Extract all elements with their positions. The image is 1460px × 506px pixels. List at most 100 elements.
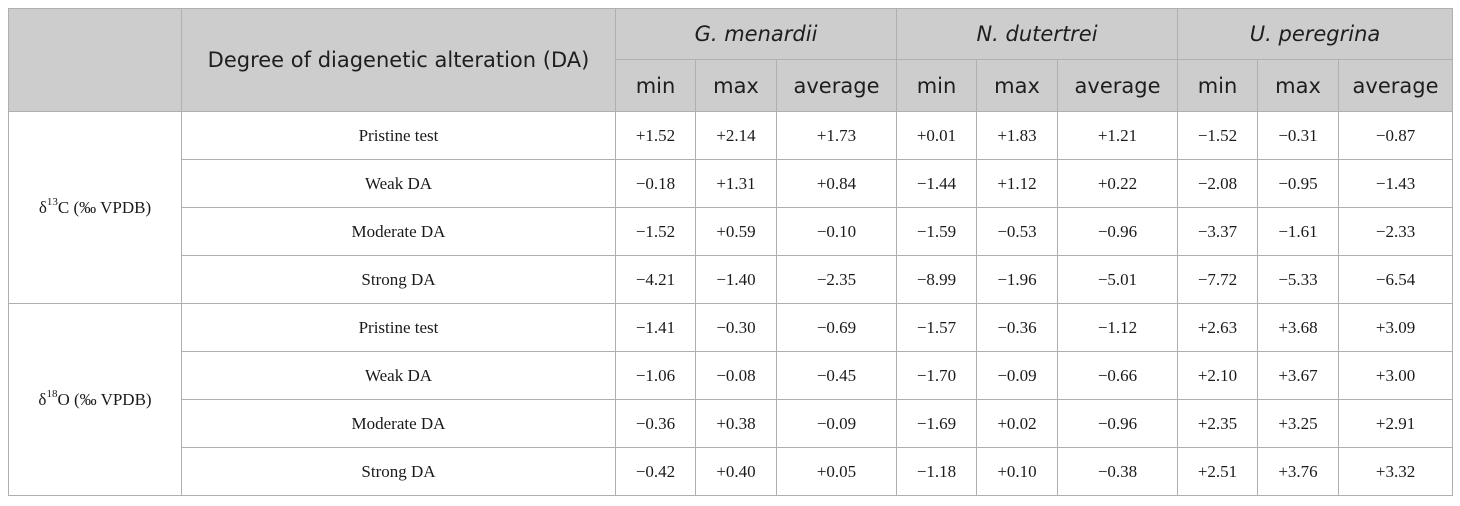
isotope-unit-label: O (‰ VPDB) — [57, 389, 152, 409]
value-cell: −0.96 — [1057, 207, 1179, 256]
value-cell: +0.59 — [695, 207, 777, 256]
value-cell: −5.01 — [1057, 255, 1179, 304]
value-cell: −0.42 — [615, 447, 696, 496]
value-cell: −1.52 — [615, 207, 696, 256]
da-column-header: Degree of diagenetic alteration (DA) — [181, 8, 616, 112]
value-cell: +0.38 — [695, 399, 777, 448]
da-row-label: Weak DA — [181, 351, 616, 400]
value-cell: +2.14 — [695, 111, 777, 160]
value-cell: +2.91 — [1338, 399, 1454, 448]
value-cell: −0.96 — [1057, 399, 1179, 448]
isotope-group-label: δ18O (‰ VPDB) — [8, 303, 182, 496]
value-cell: +3.09 — [1338, 303, 1454, 352]
table-row: Moderate DA −0.36 +0.38 −0.09 −1.69 +0.02 −0.9… — [9, 399, 1454, 448]
value-cell: +3.68 — [1257, 303, 1340, 352]
value-cell: −1.43 — [1338, 159, 1454, 208]
value-cell: +1.12 — [976, 159, 1059, 208]
stat-header-min: min — [896, 59, 978, 112]
value-cell: −3.37 — [1177, 207, 1259, 256]
da-row-label: Weak DA — [181, 159, 616, 208]
da-row-label: Strong DA — [181, 255, 616, 304]
stat-header-min: min — [615, 59, 696, 112]
table-row: Weak DA −0.18 +1.31 +0.84 −1.44 +1.12 +0.22 −2.… — [9, 159, 1454, 208]
value-cell: −8.99 — [896, 255, 978, 304]
value-cell: −1.57 — [896, 303, 978, 352]
value-cell: −0.66 — [1057, 351, 1179, 400]
delta-symbol: δ — [38, 197, 47, 217]
stat-header-max: max — [1257, 59, 1340, 112]
isotope-table: Degree of diagenetic alteration (DA) G. … — [8, 8, 1454, 496]
value-cell: −1.96 — [976, 255, 1059, 304]
value-cell: +0.84 — [775, 159, 898, 208]
value-cell: +0.40 — [695, 447, 777, 496]
da-row-label: Moderate DA — [181, 207, 616, 256]
value-cell: −0.38 — [1057, 447, 1179, 496]
isotope-unit-label: C (‰ VPDB) — [57, 197, 152, 217]
table-body: δ13C (‰ VPDB) Pristine test +1.52 +2.14 +1.7… — [8, 111, 1454, 496]
species-header-g-menardii: G. menardii — [614, 8, 898, 60]
value-cell: −4.21 — [615, 255, 696, 304]
value-cell: −1.59 — [896, 207, 978, 256]
value-cell: −0.87 — [1338, 111, 1454, 160]
value-cell: −0.09 — [976, 351, 1059, 400]
da-row-label: Strong DA — [181, 447, 616, 496]
value-cell: −1.06 — [615, 351, 696, 400]
value-cell: −0.18 — [615, 159, 696, 208]
stat-header-max: max — [695, 59, 777, 112]
value-cell: −1.70 — [896, 351, 978, 400]
value-cell: +2.35 — [1177, 399, 1259, 448]
value-cell: +2.51 — [1177, 447, 1259, 496]
value-cell: +1.83 — [976, 111, 1059, 160]
value-cell: −0.45 — [775, 351, 898, 400]
value-cell: −0.53 — [976, 207, 1059, 256]
isotope-group-label: δ13C (‰ VPDB) — [8, 111, 182, 304]
corner-header-cell — [8, 8, 182, 112]
value-cell: −1.18 — [896, 447, 978, 496]
table-row: Strong DA −4.21 −1.40 −2.35 −8.99 −1.96 −5.01−… — [9, 255, 1454, 304]
delta-symbol: δ — [38, 389, 47, 409]
value-cell: +1.21 — [1057, 111, 1179, 160]
value-cell: +2.10 — [1177, 351, 1259, 400]
value-cell: +3.67 — [1257, 351, 1340, 400]
value-cell: −0.31 — [1257, 111, 1340, 160]
value-cell: −0.08 — [695, 351, 777, 400]
value-cell: −0.09 — [775, 399, 898, 448]
value-cell: −0.36 — [615, 399, 696, 448]
value-cell: −2.33 — [1338, 207, 1454, 256]
da-row-label: Moderate DA — [181, 399, 616, 448]
value-cell: −5.33 — [1257, 255, 1340, 304]
stat-header-average: average — [1338, 59, 1454, 112]
value-cell: −0.30 — [695, 303, 777, 352]
value-cell: +1.73 — [775, 111, 898, 160]
value-cell: +0.02 — [976, 399, 1059, 448]
da-row-label: Pristine test — [181, 303, 616, 352]
value-cell: −2.35 — [775, 255, 898, 304]
value-cell: +3.25 — [1257, 399, 1340, 448]
value-cell: +1.31 — [695, 159, 777, 208]
table-row: Moderate DA −1.52 +0.59 −0.10 −1.59 −0.53 −0.9… — [9, 207, 1454, 256]
value-cell: +0.10 — [976, 447, 1059, 496]
species-header-u-peregrina: U. peregrina — [1177, 8, 1454, 60]
isotope-mass-number: 13 — [46, 195, 58, 208]
stat-header-min: min — [1177, 59, 1259, 112]
species-header-n-dutertrei: N. dutertrei — [896, 8, 1179, 60]
stat-header-max: max — [976, 59, 1059, 112]
isotope-mass-number: 18 — [46, 387, 58, 400]
value-cell: −0.69 — [775, 303, 898, 352]
value-cell: +3.00 — [1338, 351, 1454, 400]
value-cell: −1.44 — [896, 159, 978, 208]
table-row: δ18O (‰ VPDB) Pristine test −1.41 −0.30 −0.6… — [8, 303, 1454, 496]
da-row-label: Pristine test — [181, 111, 616, 160]
value-cell: −6.54 — [1338, 255, 1454, 304]
value-cell: −1.12 — [1057, 303, 1179, 352]
value-cell: −1.69 — [896, 399, 978, 448]
value-cell: −1.52 — [1177, 111, 1259, 160]
value-cell: +1.52 — [615, 111, 696, 160]
value-cell: +0.05 — [775, 447, 898, 496]
table-row: Strong DA −0.42 +0.40 +0.05 −1.18 +0.10 −0.38 +… — [9, 447, 1454, 496]
value-cell: −1.41 — [615, 303, 696, 352]
value-cell: +0.22 — [1057, 159, 1179, 208]
table-row: δ13C (‰ VPDB) Pristine test +1.52 +2.14 +1.7… — [8, 111, 1454, 304]
value-cell: −2.08 — [1177, 159, 1259, 208]
value-cell: +0.01 — [896, 111, 978, 160]
